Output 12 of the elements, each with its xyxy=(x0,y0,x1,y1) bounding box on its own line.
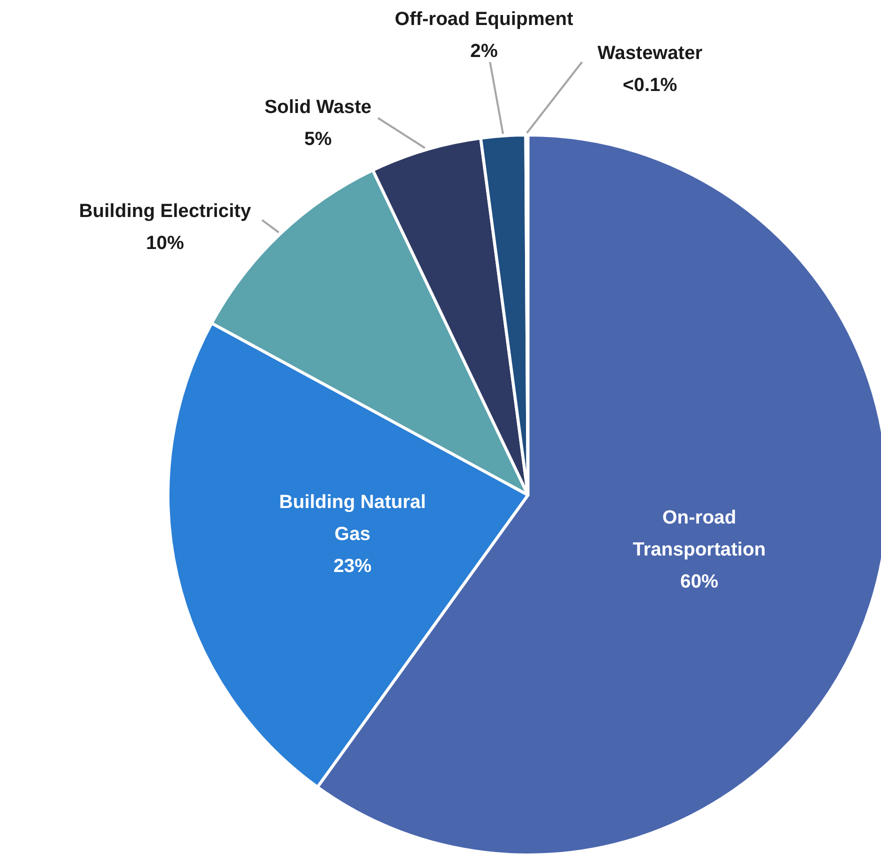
data-label: 10% xyxy=(146,233,184,254)
data-label: 2% xyxy=(470,41,498,62)
data-label: 5% xyxy=(304,129,332,150)
slice-label: Building Electricity xyxy=(78,201,252,222)
slice-label: Off-road Equipment xyxy=(394,9,574,30)
slice-label: Wastewater xyxy=(598,43,704,64)
data-label: 60% xyxy=(680,571,718,592)
slice-label: Solid Waste xyxy=(264,97,372,118)
data-label: <0.1% xyxy=(622,75,678,96)
slice-label: On-road Transportation xyxy=(632,507,766,560)
slice-label: Building Natural Gas xyxy=(279,492,426,546)
data-label: 23% xyxy=(333,556,372,578)
